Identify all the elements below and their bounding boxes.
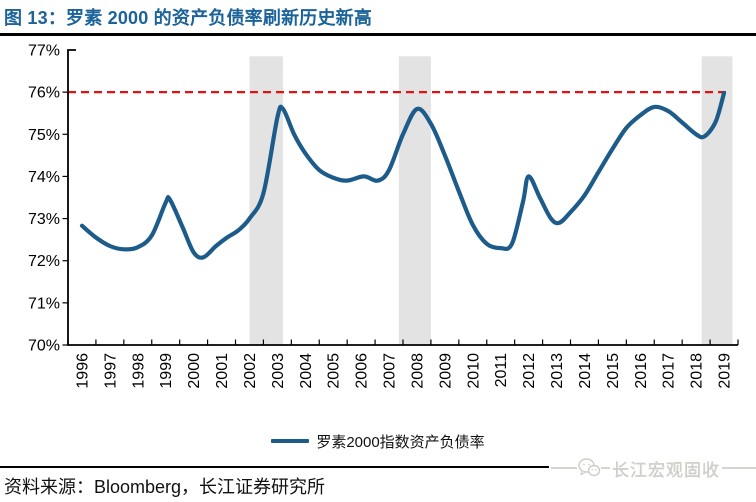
- y-tick-label: 72%: [28, 253, 60, 270]
- x-tick-label: 2003: [270, 353, 287, 389]
- x-tick-label: 2013: [549, 353, 566, 389]
- y-tick-label: 77%: [28, 43, 60, 60]
- x-tick-label: 2005: [326, 353, 343, 389]
- x-tick-label: 2007: [382, 353, 399, 389]
- wechat-icon: [578, 458, 601, 477]
- y-tick-label: 75%: [28, 127, 60, 144]
- x-tick-label: 2010: [465, 353, 482, 389]
- y-tick-label: 76%: [28, 85, 60, 102]
- x-tick-label: 2011: [493, 353, 510, 388]
- x-tick-label: 2014: [577, 353, 594, 389]
- y-tick-label: 73%: [28, 211, 60, 228]
- x-tick-label: 1998: [130, 353, 147, 389]
- x-tick-label: 2009: [437, 353, 454, 389]
- legend-label: 罗素2000指数资产负债率: [316, 433, 485, 451]
- x-tick-label: 2008: [409, 353, 426, 389]
- x-tick-label: 2004: [298, 353, 315, 389]
- x-tick-label: 2006: [354, 353, 371, 389]
- highlight-band: [398, 56, 431, 345]
- x-tick-label: 2001: [214, 353, 231, 389]
- legend: 罗素2000指数资产负债率: [0, 430, 756, 452]
- highlight-band: [701, 56, 733, 345]
- x-tick-label: 1996: [74, 353, 91, 389]
- highlight-band: [249, 56, 283, 345]
- y-tick-label: 71%: [28, 295, 60, 312]
- x-tick-label: 2002: [242, 353, 259, 389]
- x-tick-label: 1999: [158, 353, 175, 389]
- watermark-line-right: [722, 467, 756, 469]
- source-note: 资料来源：Bloomberg，长江证券研究所: [4, 477, 326, 497]
- x-tick-label: 2012: [521, 353, 538, 389]
- series-line: [79, 90, 727, 260]
- x-tick-label: 2019: [717, 353, 734, 389]
- x-tick-label: 1997: [102, 353, 119, 389]
- x-tick-label: 2015: [605, 353, 622, 389]
- watermark-label: 长江宏观固收: [612, 460, 720, 480]
- figure-title: 图 13：罗素 2000 的资产负债率刷新历史新高: [4, 8, 373, 28]
- x-tick-label: 2017: [661, 353, 678, 389]
- x-tick-label: 2018: [689, 353, 706, 389]
- watermark-line-left: [551, 467, 577, 469]
- x-tick-label: 2000: [186, 353, 203, 389]
- legend-line-swatch: [271, 438, 310, 444]
- y-tick-label: 74%: [28, 169, 60, 186]
- y-tick-label: 70%: [28, 338, 60, 355]
- watermark: 长江宏观固收: [549, 454, 756, 482]
- title-divider: [0, 33, 756, 36]
- x-tick-label: 2016: [633, 353, 650, 389]
- footer-divider: [0, 466, 756, 468]
- watermark-line-mid: [601, 467, 610, 469]
